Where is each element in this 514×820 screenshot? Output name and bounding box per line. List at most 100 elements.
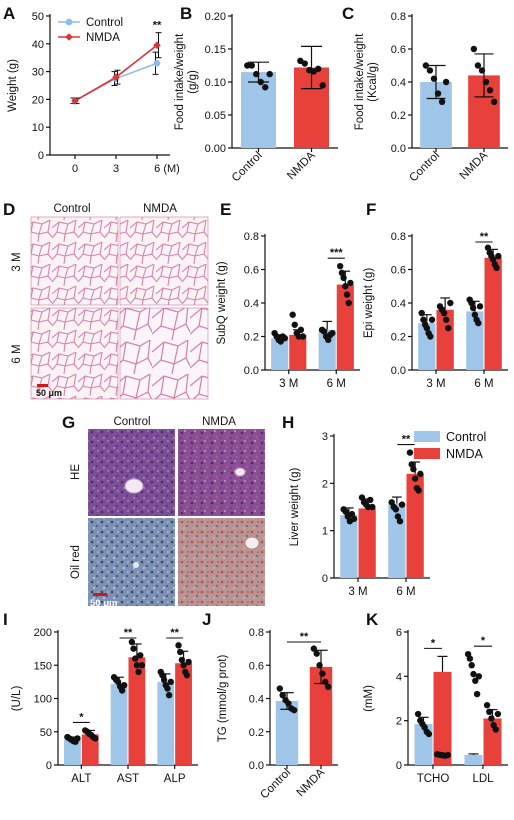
histology-d-scale-label: 50 μm — [36, 388, 62, 398]
bar — [340, 515, 358, 578]
y-tick-label: 3 — [322, 431, 328, 443]
significance-label: ** — [124, 627, 133, 639]
data-point — [325, 336, 332, 344]
legend-label: NMDA — [86, 32, 120, 44]
data-point — [297, 326, 305, 333]
data-point — [347, 279, 354, 287]
histology-g-oilred-control — [88, 518, 175, 606]
histology-d-row-6m: 6 M — [11, 344, 23, 363]
data-point — [486, 87, 494, 94]
panel-letter: F — [366, 200, 376, 219]
y-tick-label: 0.4 — [391, 298, 406, 310]
bar — [336, 284, 354, 370]
panel-letter: A — [3, 4, 15, 23]
bar — [128, 657, 146, 765]
vessel-lumen — [124, 478, 144, 494]
data-point — [167, 678, 175, 686]
data-point — [185, 658, 192, 666]
data-point — [257, 78, 264, 86]
y-tick-label: 0.4 — [391, 77, 406, 89]
y-tick-label: 0.6 — [244, 265, 259, 277]
data-point — [310, 645, 318, 652]
y-tick-label: 100 — [34, 694, 52, 706]
data-point — [137, 652, 144, 659]
data-point — [396, 518, 404, 525]
legend-label: Control — [446, 430, 486, 444]
data-point — [132, 655, 139, 662]
data-point — [488, 715, 495, 722]
panel-letters: A B C D E F G H I J K — [3, 4, 379, 629]
data-point — [329, 329, 336, 337]
data-point — [244, 62, 251, 69]
y-tick-label: 0.0 — [244, 365, 259, 377]
data-point — [420, 316, 427, 323]
data-point — [466, 655, 474, 662]
bar — [64, 739, 81, 765]
significance-label: ** — [480, 231, 489, 243]
data-point — [299, 333, 307, 340]
data-point — [414, 710, 422, 718]
y-tick-label: 200 — [34, 627, 52, 639]
x-tick-label: 6 (M) — [154, 163, 180, 175]
data-point — [319, 670, 326, 677]
y-tick-label: 0.6 — [391, 265, 406, 277]
data-point — [430, 75, 438, 82]
data-point — [468, 299, 475, 307]
data-point — [470, 670, 477, 678]
data-point — [338, 269, 346, 277]
data-point — [476, 303, 484, 310]
data-point — [324, 683, 332, 691]
bar — [241, 72, 276, 148]
y-tick-label: 0.8 — [249, 627, 264, 639]
data-point — [486, 708, 493, 715]
x-tick-label: AST — [117, 773, 139, 785]
data-point — [468, 662, 475, 669]
data-point — [444, 751, 452, 759]
legend: Control NMDA — [414, 430, 486, 461]
y-tick-label: 2 — [396, 716, 402, 728]
data-point — [473, 690, 481, 698]
data-point — [336, 262, 344, 270]
y-axis-title: Weight (g) — [7, 59, 19, 112]
data-point — [130, 645, 137, 652]
y-axis-title: Liver weight (g) — [289, 468, 301, 547]
x-tick-label: NMDA — [285, 149, 318, 182]
data-point — [315, 65, 322, 73]
y-tick-label: 0.20 — [205, 11, 226, 23]
y-tick-label: 0.8 — [244, 231, 259, 243]
data-point — [438, 98, 446, 106]
y-tick-label: 0 — [46, 760, 52, 772]
data-point — [427, 333, 434, 340]
y-tick-label: 0 — [322, 573, 328, 585]
chart-j: 0.00.20.40.60.8TG (mmol/g prot)Control NM… — [217, 627, 338, 801]
bar — [81, 734, 99, 765]
x-tick-label: 3 — [113, 163, 119, 175]
x-tick-label: Control — [230, 150, 265, 185]
data-point — [484, 244, 492, 251]
data-point — [92, 735, 99, 742]
chart-b: 0.00 0.05 0.10 0.15 0.20 Food intake/weight (g… — [174, 11, 338, 184]
legend-marker — [65, 18, 73, 26]
histology-panel-d: Control NMDA 3 M 6 M 50 μm — [11, 203, 209, 400]
data-point — [470, 45, 478, 53]
data-point — [71, 96, 79, 105]
chart-e: 0.0 0.2 0.4 0.6 0.8 SubQ weight (g) 3 M 6 M *** — [216, 231, 360, 390]
histology-g-oilred-nmda — [178, 518, 265, 606]
histology-panel-g: Control NMDA HE Oil red 50 μm — [70, 416, 265, 609]
y-tick-label: 0.4 — [244, 298, 259, 310]
y-axis-title: Food intake/weight — [174, 33, 186, 130]
data-point — [423, 324, 431, 332]
data-point — [478, 67, 486, 74]
data-point — [434, 90, 442, 97]
y-tick-label: 0.2 — [244, 332, 259, 344]
data-point — [367, 496, 374, 504]
x-tick-label: 3 M — [348, 586, 367, 598]
y-tick-label: 20 — [32, 94, 44, 106]
significance-label: ** — [170, 627, 179, 639]
significance-label: ** — [300, 631, 309, 643]
panel-letter: I — [3, 610, 8, 629]
data-point — [266, 70, 273, 78]
data-point — [415, 487, 422, 494]
panel-letter: D — [3, 200, 15, 219]
y-axis-title: SubQ weight (g) — [216, 261, 228, 344]
